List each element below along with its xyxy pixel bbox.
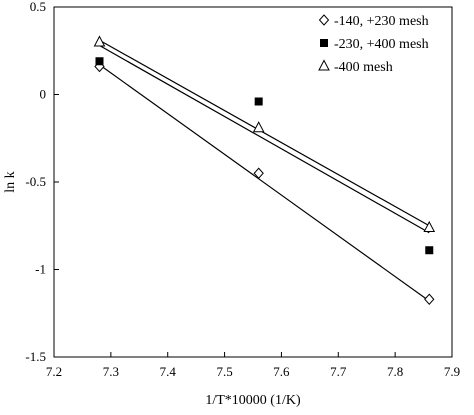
- y-tick-label: -0.5: [25, 174, 46, 189]
- y-tick-label: -1.5: [25, 349, 46, 364]
- x-axis-title: 1/T*10000 (1/K): [205, 393, 301, 408]
- data-point-series-1: [253, 167, 264, 179]
- legend-marker: [318, 59, 330, 71]
- y-tick-label: -1: [35, 262, 46, 277]
- legend-marker: [320, 39, 328, 47]
- data-point-series-3: [93, 35, 106, 47]
- x-tick-label: 7.2: [46, 364, 62, 379]
- trendline: [99, 64, 430, 302]
- y-axis-title: ln k: [3, 171, 18, 192]
- data-point-series-2: [95, 57, 104, 66]
- x-tick-label: 7.7: [330, 364, 347, 379]
- trendlines: [99, 39, 430, 302]
- x-tick-label: 7.4: [160, 364, 177, 379]
- axis-ticks: 7.2 7.3 7.4 7.5 7.6 7.7 7.8 7.9 -1.5 -1 -0.5 0 0.5: [25, 0, 460, 379]
- legend: -140, +230 mesh -230, +400 mesh -400 mesh: [318, 14, 429, 75]
- x-tick-label: 7.3: [103, 364, 119, 379]
- trendline: [99, 44, 430, 234]
- legend-label: -230, +400 mesh: [334, 37, 429, 52]
- legend-label: -400 mesh: [334, 60, 393, 75]
- x-tick-label: 7.5: [216, 364, 232, 379]
- x-tick-label: 7.8: [387, 364, 403, 379]
- legend-marker: [318, 14, 330, 26]
- legend-label: -140, +230 mesh: [334, 14, 429, 29]
- data-point-series-3: [423, 220, 436, 232]
- x-tick-label: 7.6: [273, 364, 290, 379]
- data-point-series-2: [254, 97, 263, 106]
- data-point-series-1: [424, 293, 435, 305]
- x-tick-label: 7.9: [444, 364, 460, 379]
- data-point-series-2: [425, 246, 434, 255]
- y-tick-label: 0: [40, 87, 47, 102]
- data-points: [93, 35, 436, 305]
- data-point-series-3: [252, 121, 265, 133]
- trendline: [99, 39, 430, 227]
- y-tick-label: 0.5: [30, 0, 46, 14]
